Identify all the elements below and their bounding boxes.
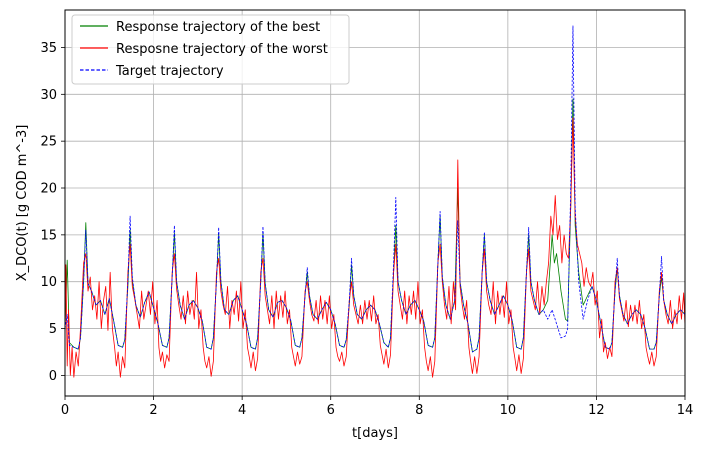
x-tick-label: 8 (415, 403, 423, 418)
legend-label-target: Target trajectory (115, 64, 224, 79)
x-tick-label: 6 (327, 403, 335, 418)
y-axis-label: X_DCO(t) [g COD m^-3] (15, 125, 30, 282)
y-tick-label: 0 (49, 369, 57, 384)
legend-box (71, 14, 350, 85)
y-tick-label: 25 (40, 135, 57, 150)
y-tick-label: 15 (40, 228, 57, 243)
plot-frame (64, 9, 686, 397)
legend-label-worst: Resposne trajectory of the worst (116, 42, 328, 57)
x-tick-label: 2 (149, 403, 157, 418)
x-tick-label: 4 (238, 403, 246, 418)
x-axis: 0 2 4 6 8 10 12 14 (61, 396, 693, 418)
series-layer (65, 25, 685, 378)
series-target-line (65, 25, 685, 353)
y-tick-label: 5 (49, 322, 57, 337)
grid (64, 10, 686, 396)
x-tick-label: 12 (588, 403, 605, 418)
y-axis: 0 5 10 15 20 25 30 35 (40, 41, 65, 384)
legend: Response trajectory of the best Resposne… (71, 14, 350, 85)
x-tick-label: 0 (61, 403, 69, 418)
x-tick-label: 14 (677, 403, 694, 418)
x-axis-label: t[days] (352, 426, 398, 441)
y-tick-label: 35 (40, 41, 57, 56)
y-tick-label: 20 (40, 182, 57, 197)
y-tick-label: 10 (40, 275, 57, 290)
y-tick-label: 30 (40, 88, 57, 103)
series-worst-line (65, 117, 685, 378)
x-tick-label: 10 (500, 403, 517, 418)
legend-label-best: Response trajectory of the best (116, 20, 320, 35)
